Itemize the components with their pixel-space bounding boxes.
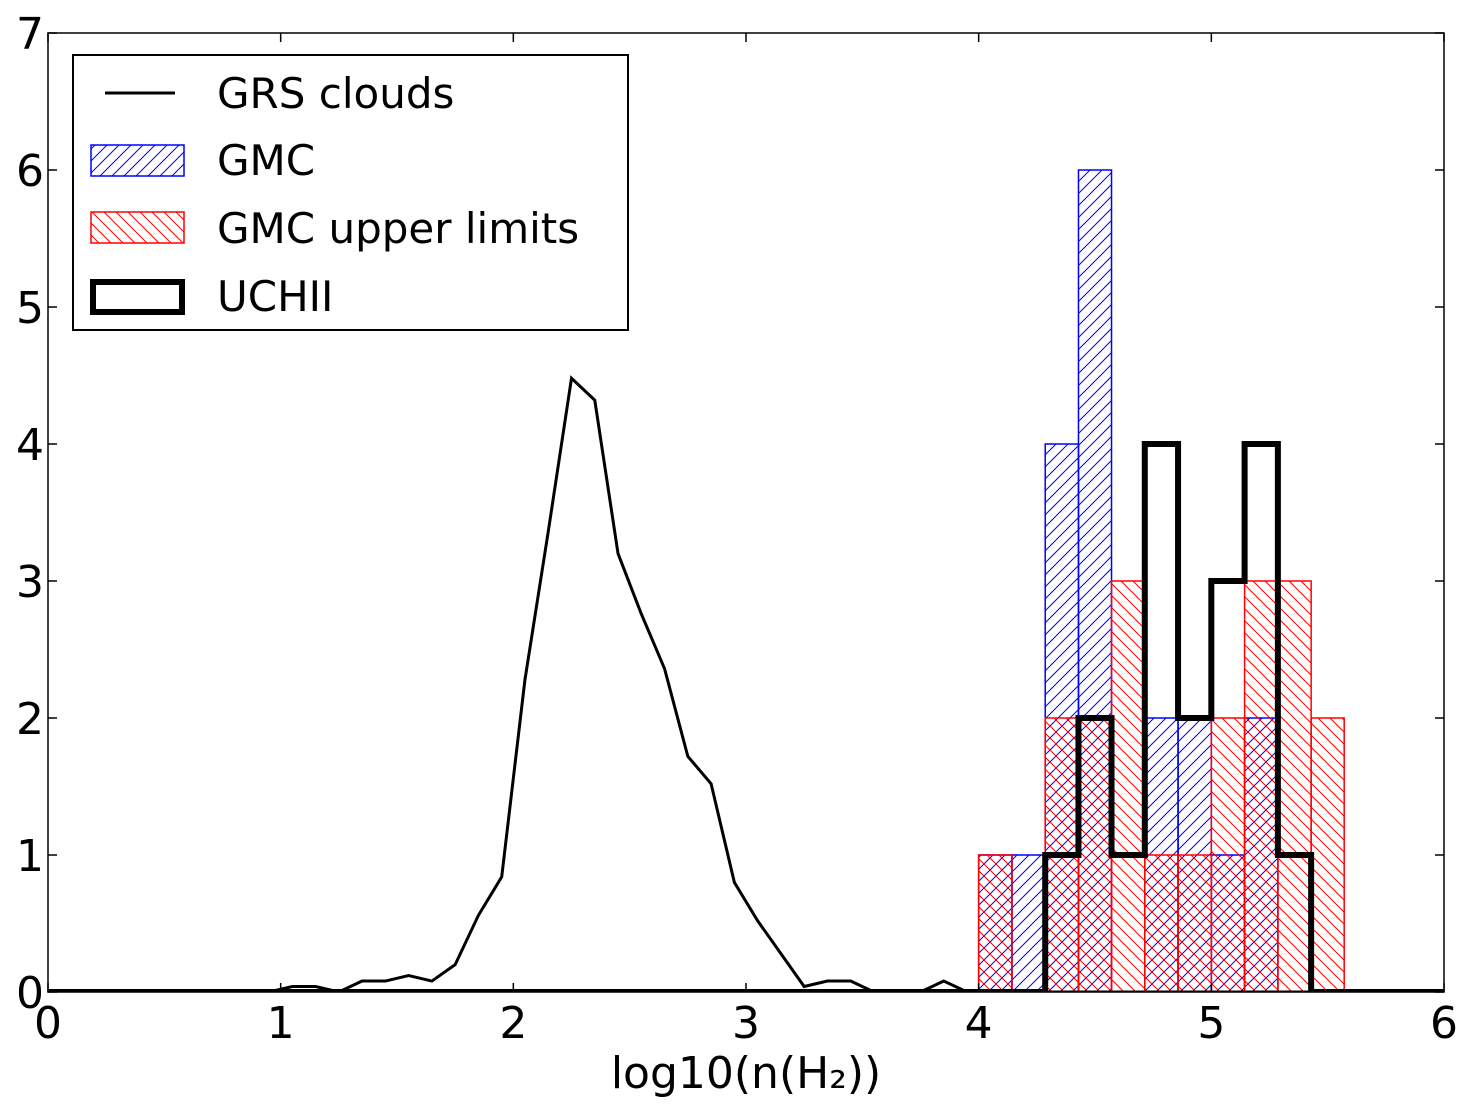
legend-label-gmc: GMC bbox=[217, 136, 315, 185]
y-tick-label: 1 bbox=[16, 831, 44, 882]
gmc-upper-limits-bar bbox=[1210, 717, 1246, 992]
gmc-upper-limits-bar bbox=[1277, 580, 1312, 992]
x-tick-label: 1 bbox=[267, 998, 295, 1049]
gmc-upper-limits-bar bbox=[977, 854, 1013, 992]
legend-label-gmc-upper-limits: GMC upper limits bbox=[217, 204, 579, 253]
y-tick-label: 0 bbox=[16, 968, 44, 1019]
legend-swatch-gmc-upper-limits bbox=[90, 211, 185, 244]
x-tick-label: 4 bbox=[965, 998, 993, 1049]
y-tick-label: 7 bbox=[16, 9, 44, 60]
x-tick-label: 3 bbox=[732, 998, 760, 1049]
y-tick-label: 5 bbox=[16, 283, 44, 334]
gmc-bar bbox=[1011, 854, 1046, 992]
legend-label-grs-clouds: GRS clouds bbox=[217, 69, 454, 118]
gmc-upper-limits-bar bbox=[1243, 580, 1279, 992]
legend-swatch-uchii bbox=[90, 279, 185, 315]
x-tick-label: 0 bbox=[34, 998, 62, 1049]
grs-clouds-line bbox=[59, 375, 1444, 992]
gmc-upper-limits-bar bbox=[1077, 717, 1113, 992]
legend: GRS clouds GMC GMC upper limits UCHII bbox=[72, 54, 629, 331]
gmc-upper-limits-bar bbox=[1110, 580, 1146, 992]
x-tick-label: 5 bbox=[1197, 998, 1225, 1049]
gmc-upper-limits-bar bbox=[1144, 854, 1179, 992]
x-tick-label: 6 bbox=[1430, 998, 1458, 1049]
y-tick-label: 6 bbox=[16, 146, 44, 197]
gmc-upper-limits-bar bbox=[1177, 854, 1213, 992]
y-tick-label: 2 bbox=[16, 694, 44, 745]
uchii-step-outline bbox=[48, 441, 1444, 992]
y-tick-label: 4 bbox=[16, 420, 44, 471]
x-axis-label: log10(n(H₂)) bbox=[611, 1048, 881, 1099]
legend-swatch-gmc bbox=[90, 144, 185, 177]
gmc-upper-limits-bar bbox=[1310, 717, 1345, 992]
y-tick-label: 3 bbox=[16, 557, 44, 608]
x-tick-label: 2 bbox=[499, 998, 527, 1049]
legend-label-uchii: UCHII bbox=[217, 272, 333, 321]
